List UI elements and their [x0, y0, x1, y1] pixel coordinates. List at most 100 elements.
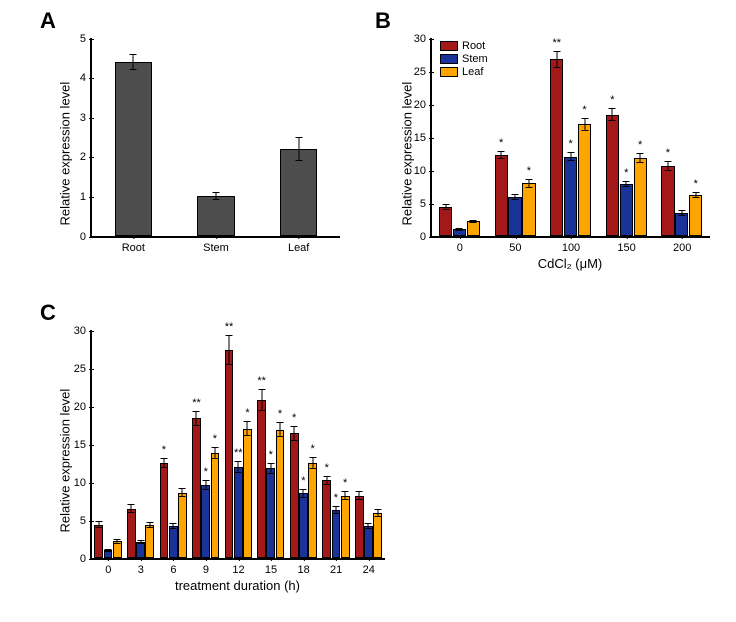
bar: [276, 430, 285, 558]
bar: [564, 157, 577, 236]
sig-marker: *: [292, 412, 296, 424]
bar: [661, 166, 674, 236]
bar: [113, 541, 122, 558]
bar: [201, 485, 210, 558]
errorbar: [326, 476, 327, 485]
errorbar: [345, 491, 346, 500]
bar: [550, 59, 563, 236]
xtick: 150: [617, 236, 635, 254]
bar: [115, 62, 152, 236]
ytick: 25: [74, 363, 92, 375]
bar: [243, 429, 252, 558]
errorbar: [626, 181, 627, 188]
ytick: 3: [80, 112, 92, 124]
errorbar: [584, 118, 585, 131]
sig-marker: **: [225, 321, 234, 333]
bar: [169, 526, 178, 558]
ytick: 0: [80, 553, 92, 565]
chart-b-legend: RootStemLeaf: [440, 40, 488, 79]
legend-label: Stem: [462, 53, 488, 65]
errorbar: [108, 549, 109, 552]
errorbar: [247, 421, 248, 436]
bar: [508, 197, 521, 236]
ytick: 4: [80, 72, 92, 84]
xtick: 50: [509, 236, 521, 254]
bar: [280, 149, 317, 236]
xtick: 6: [170, 558, 176, 576]
panel-b-label: B: [375, 8, 391, 34]
errorbar: [667, 161, 668, 170]
bar: [257, 400, 266, 558]
errorbar: [640, 153, 641, 164]
ytick: 5: [80, 515, 92, 527]
bar: [290, 433, 299, 558]
bar: [234, 467, 243, 558]
errorbar: [196, 411, 197, 426]
legend-swatch: [440, 41, 458, 51]
panel-a: A 012345RootStemLeaf Relative expression…: [20, 8, 360, 268]
bar: [160, 463, 169, 558]
chart-b-xlabel: CdCl₂ (μM): [430, 256, 710, 271]
errorbar: [270, 463, 271, 474]
bar: [634, 158, 647, 236]
sig-marker: *: [527, 165, 531, 177]
sig-marker: **: [234, 447, 243, 459]
ytick: 5: [80, 33, 92, 45]
ytick: 10: [414, 165, 432, 177]
errorbar: [377, 509, 378, 517]
errorbar: [445, 204, 446, 211]
xtick: 0: [457, 236, 463, 254]
errorbar: [570, 152, 571, 161]
sig-marker: *: [278, 408, 282, 420]
ytick: 10: [74, 477, 92, 489]
sig-marker: *: [162, 444, 166, 456]
bar: [439, 207, 452, 236]
sig-marker: *: [638, 139, 642, 151]
xtick: Stem: [203, 236, 229, 254]
sig-marker: *: [624, 167, 628, 179]
sig-marker: *: [310, 443, 314, 455]
bar: [308, 463, 317, 558]
legend-swatch: [440, 54, 458, 64]
bar: [495, 155, 508, 236]
errorbar: [117, 539, 118, 544]
errorbar: [556, 51, 557, 68]
xtick: 100: [562, 236, 580, 254]
sig-marker: *: [301, 475, 305, 487]
legend-label: Root: [462, 40, 485, 52]
ytick: 25: [414, 66, 432, 78]
errorbar: [298, 137, 299, 161]
bar: [145, 525, 154, 558]
sig-marker: *: [269, 449, 273, 461]
bar: [197, 196, 234, 236]
errorbar: [303, 489, 304, 498]
bar: [355, 496, 364, 558]
bar: [341, 496, 350, 558]
bar: [211, 453, 220, 558]
bar: [94, 525, 103, 558]
xtick: Root: [122, 236, 145, 254]
errorbar: [294, 426, 295, 441]
bar: [373, 513, 382, 558]
bar: [364, 526, 373, 558]
sig-marker: *: [245, 407, 249, 419]
legend-swatch: [440, 67, 458, 77]
bar: [299, 493, 308, 558]
bar: [578, 124, 591, 236]
ytick: 2: [80, 151, 92, 163]
sig-marker: *: [666, 147, 670, 159]
errorbar: [214, 447, 215, 459]
ytick: 0: [420, 231, 432, 243]
bar: [675, 213, 688, 236]
errorbar: [216, 192, 217, 200]
panel-b: B 051015202530050**100****150***200** Re…: [375, 8, 725, 288]
errorbar: [133, 54, 134, 70]
bar: [467, 221, 480, 236]
errorbar: [528, 179, 529, 188]
errorbar: [182, 488, 183, 497]
bar: [266, 468, 275, 558]
xtick: 21: [330, 558, 342, 576]
legend-label: Leaf: [462, 66, 483, 78]
errorbar: [473, 220, 474, 224]
bar: [178, 493, 187, 558]
